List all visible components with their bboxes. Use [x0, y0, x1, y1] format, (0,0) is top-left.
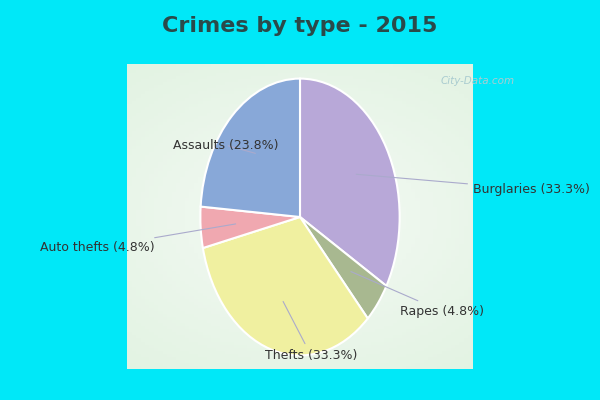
Text: Crimes by type - 2015: Crimes by type - 2015 — [163, 16, 437, 36]
Wedge shape — [200, 206, 300, 248]
Text: Burglaries (33.3%): Burglaries (33.3%) — [356, 174, 590, 196]
Wedge shape — [300, 217, 386, 318]
Text: City-Data.com: City-Data.com — [440, 76, 515, 86]
Wedge shape — [200, 78, 300, 217]
Text: Thefts (33.3%): Thefts (33.3%) — [265, 302, 357, 362]
Text: Auto thefts (4.8%): Auto thefts (4.8%) — [40, 224, 236, 254]
Text: Rapes (4.8%): Rapes (4.8%) — [351, 272, 484, 318]
Wedge shape — [300, 78, 400, 286]
Text: Assaults (23.8%): Assaults (23.8%) — [173, 138, 278, 153]
Wedge shape — [203, 217, 368, 355]
